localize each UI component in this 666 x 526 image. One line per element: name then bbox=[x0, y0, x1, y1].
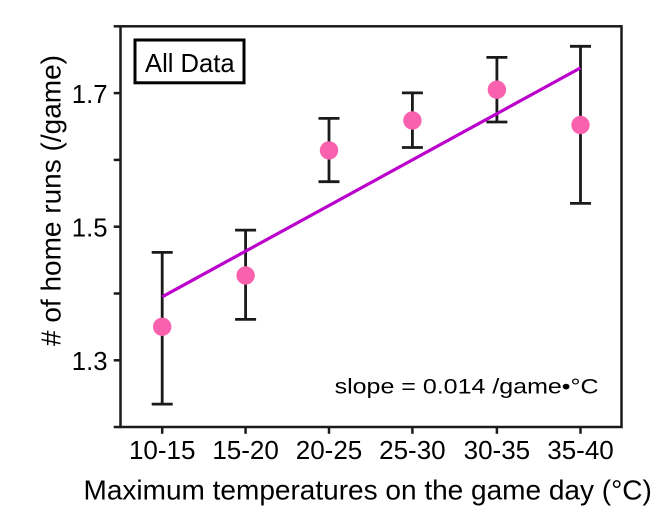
svg-text:35-40: 35-40 bbox=[547, 435, 614, 465]
svg-text:1.7: 1.7 bbox=[72, 81, 108, 109]
svg-text:1.5: 1.5 bbox=[72, 215, 108, 243]
svg-text:15-20: 15-20 bbox=[212, 435, 279, 465]
svg-text:# of home runs (/game): # of home runs (/game) bbox=[36, 55, 67, 346]
svg-text:30-35: 30-35 bbox=[464, 435, 531, 465]
svg-text:slope = 0.014 /game•°C: slope = 0.014 /game•°C bbox=[335, 376, 599, 399]
svg-text:10-15: 10-15 bbox=[129, 435, 196, 465]
svg-text:Maximum temperatures on the ga: Maximum temperatures on the game day (°C… bbox=[84, 474, 652, 505]
svg-text:25-30: 25-30 bbox=[379, 435, 446, 465]
svg-text:20-25: 20-25 bbox=[296, 435, 363, 465]
svg-text:All Data: All Data bbox=[145, 50, 235, 78]
svg-text:1.3: 1.3 bbox=[72, 348, 108, 376]
